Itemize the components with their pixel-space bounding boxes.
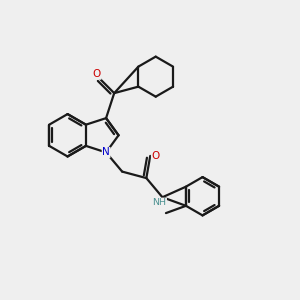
Text: O: O — [152, 151, 160, 161]
Text: N: N — [102, 147, 110, 158]
Text: O: O — [93, 69, 101, 79]
Text: NH: NH — [152, 198, 167, 207]
